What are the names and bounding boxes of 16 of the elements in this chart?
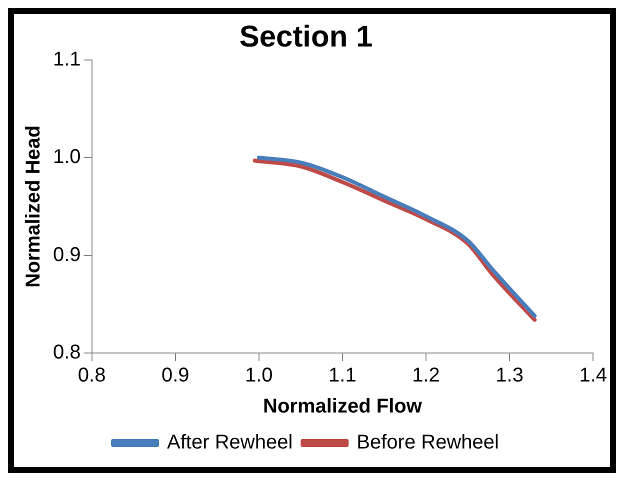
x-tick-label: 1.4 xyxy=(579,364,608,387)
chart-title: Section 1 xyxy=(239,20,373,54)
x-tick-label: 1.3 xyxy=(496,364,524,387)
x-tick-label: 0.8 xyxy=(78,364,106,387)
x-tick-label: 0.9 xyxy=(161,364,190,387)
y-tick-label: 1.1 xyxy=(52,48,81,71)
x-tick-label: 1.0 xyxy=(244,364,273,387)
x-tick-label: 1.1 xyxy=(328,364,356,387)
x-tick-label: 1.2 xyxy=(412,364,440,387)
y-axis-title: Normalized Head xyxy=(22,125,45,288)
y-tick-label: 0.8 xyxy=(52,342,81,364)
x-axis-title: Normalized Flow xyxy=(263,396,422,418)
legend-label: Before Rewheel xyxy=(356,432,499,454)
legend-label: After Rewheel xyxy=(167,432,293,454)
y-tick-label: 0.9 xyxy=(52,244,81,266)
y-tick-label: 1.0 xyxy=(52,146,81,168)
